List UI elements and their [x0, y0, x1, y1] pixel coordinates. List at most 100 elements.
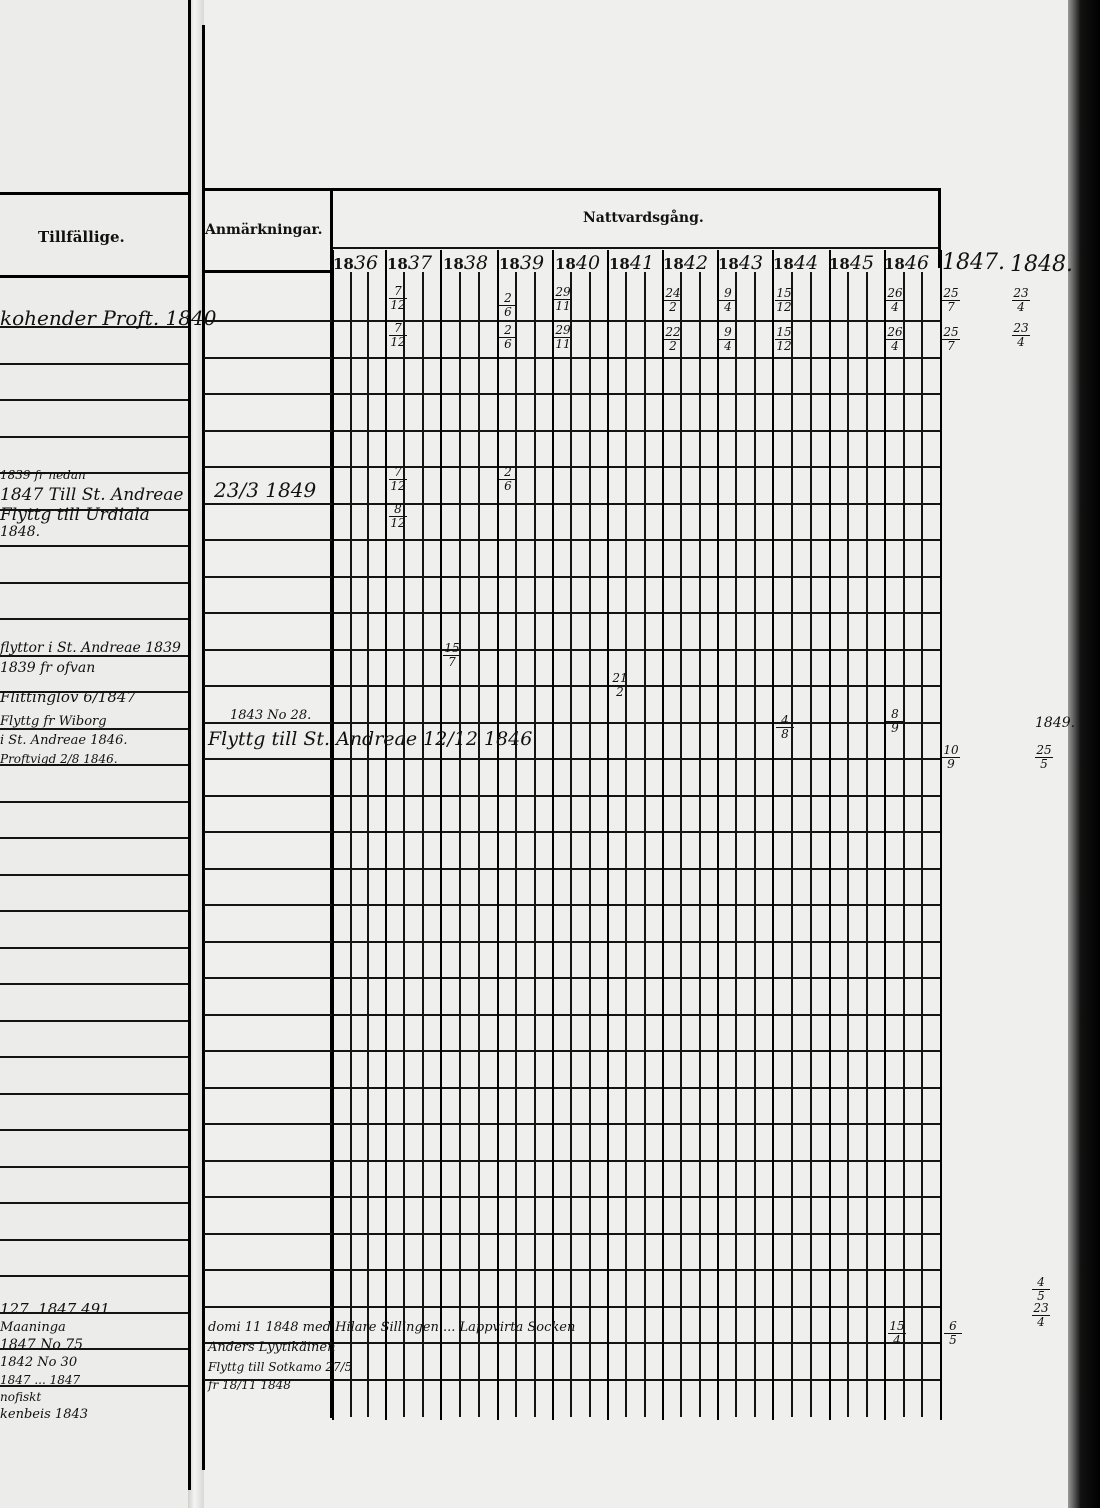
- right-page: [204, 0, 1070, 1508]
- rule-line: [202, 25, 205, 1470]
- rule-line: [772, 250, 774, 1420]
- remark-note: 1843 No 28.: [230, 708, 312, 723]
- communion-date: 15 4: [888, 1319, 906, 1347]
- remark-note: 23/3 1849: [214, 478, 317, 502]
- rule-line: [570, 272, 573, 1417]
- book-gutter: [188, 0, 204, 1508]
- rule-line: [0, 1384, 188, 1387]
- rule-line: [0, 581, 188, 584]
- communion-date: 22 2: [664, 325, 682, 353]
- rule-line: [385, 250, 387, 1420]
- remark-note: Flyttg till Sotkamo 27/5: [208, 1360, 353, 1374]
- communion-date: 7 12: [389, 321, 407, 349]
- communion-date: 21 2: [611, 671, 629, 699]
- rule-line: [940, 250, 942, 1420]
- communion-date: 23 4: [1032, 1301, 1050, 1329]
- rule-line: [0, 508, 188, 511]
- header-nattvardsgang: Nattvardsgång.: [583, 210, 704, 226]
- header-tillfallige: Tillfällige.: [38, 228, 125, 246]
- left-note: 127. 1847 491: [0, 1300, 110, 1318]
- rule-line: [810, 272, 812, 1417]
- header-anmarkningar: Anmärkningar.: [205, 222, 323, 238]
- communion-date: 25 7: [942, 286, 960, 314]
- communion-date: 15 12: [775, 286, 793, 314]
- left-note: nofiskt: [0, 1390, 42, 1404]
- left-note: 1848.: [0, 524, 41, 540]
- rule-line: [552, 250, 554, 1420]
- remark-note: domi 11 1848 med Hilare Sillingen ... La…: [208, 1320, 576, 1335]
- left-note: Proftvigd 2/8 1846.: [0, 752, 118, 766]
- rule-line: [865, 272, 868, 1417]
- rule-line: [717, 250, 719, 1420]
- rule-line: [0, 618, 188, 620]
- rule-line: [497, 250, 499, 1420]
- rule-line: [0, 1202, 188, 1204]
- rule-line: [0, 910, 188, 912]
- left-note: 1842 No 30: [0, 1355, 78, 1370]
- rule-line: [403, 272, 406, 1417]
- rule-line: [0, 691, 188, 693]
- year-1839: 1839: [499, 252, 545, 274]
- rule-line: [0, 1165, 188, 1168]
- year-1845: 1845: [829, 252, 875, 274]
- rule-line: [204, 270, 332, 273]
- communion-date: 15 12: [775, 325, 793, 353]
- rule-line: [698, 272, 701, 1417]
- communion-date: 25 5: [1035, 743, 1053, 771]
- rule-line: [0, 1056, 188, 1058]
- left-note: 1847 No 75: [0, 1337, 84, 1353]
- year-1843: 1843: [718, 252, 764, 274]
- rule-line: [0, 362, 188, 365]
- left-note: Maaninga: [0, 1320, 66, 1335]
- rule-line: [0, 983, 188, 985]
- year-1840: 1840: [555, 252, 601, 274]
- year-1848-handwritten: 1848.: [1010, 252, 1073, 277]
- rule-line: [332, 250, 334, 1420]
- year-1844: 1844: [773, 252, 819, 274]
- remark-note: fr 18/11 1848: [208, 1378, 291, 1392]
- rule-line: [0, 275, 190, 278]
- rule-line: [0, 1129, 188, 1131]
- rule-line: [0, 435, 188, 438]
- rule-line: [662, 250, 664, 1420]
- left-note: i St. Andreae 1846.: [0, 733, 128, 748]
- left-note: Flyttg fr Wiborg: [0, 714, 107, 729]
- rule-line: [515, 272, 518, 1417]
- rule-line: [921, 272, 924, 1417]
- rule-line: [0, 1275, 188, 1277]
- rule-line: [459, 272, 461, 1417]
- rule-line: [421, 272, 424, 1417]
- communion-date: 7 12: [389, 284, 407, 312]
- communion-date: 24 2: [664, 286, 682, 314]
- rule-line: [607, 250, 609, 1420]
- communion-date: 26 4: [886, 286, 904, 314]
- communion-date: 15 7: [443, 641, 461, 669]
- rule-line: [791, 272, 793, 1417]
- rule-line: [0, 326, 188, 328]
- left-note: 1847 Till St. Andreae: [0, 485, 184, 505]
- rule-line: [0, 946, 188, 949]
- left-note: 1847 ... 1847: [0, 1373, 81, 1387]
- communion-date: 23 4: [1012, 286, 1030, 314]
- communion-date: 23 4: [1012, 321, 1030, 349]
- left-note: kenbeis 1843: [0, 1407, 89, 1422]
- rule-line: [0, 1092, 188, 1095]
- left-note: kohender Proft. 1840: [0, 306, 217, 330]
- remark-note: Anders Lyytikäinen: [208, 1340, 336, 1355]
- rule-line: [0, 837, 188, 839]
- rule-line: [938, 188, 941, 268]
- left-note: flyttor i St. Andreae 1839: [0, 640, 181, 656]
- communion-date: 8 12: [389, 502, 407, 530]
- rule-line: [753, 272, 756, 1417]
- communion-date: 26 4: [886, 325, 904, 353]
- rule-line: [0, 1019, 188, 1022]
- communion-date: 7 12: [389, 465, 407, 493]
- year-1847-handwritten: 1847.: [942, 250, 1005, 275]
